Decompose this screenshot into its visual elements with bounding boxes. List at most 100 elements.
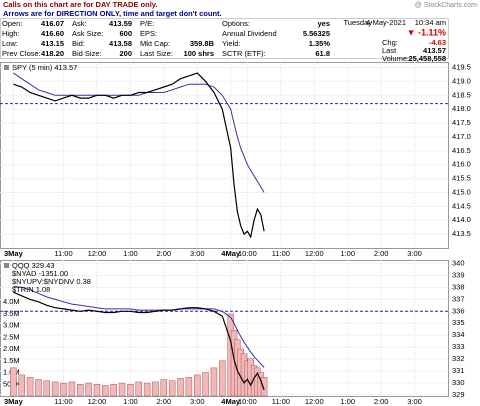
annotation: $NYUPV:$NYDNV 0.38 xyxy=(12,277,91,286)
quote-value: 413.58 xyxy=(109,39,132,48)
y-tick-label: 419.5 xyxy=(452,63,471,72)
quote-value: 25,458,558 xyxy=(408,54,446,63)
quote-value: 200 xyxy=(119,49,132,58)
quote-label: Last xyxy=(382,46,397,55)
x-tick-label: 11:00 xyxy=(272,397,290,406)
x-tick-label: 2:00 xyxy=(157,397,172,406)
quote-value: -4.63 xyxy=(429,38,446,47)
y2-tick-label: 1.5M xyxy=(3,356,20,365)
quote-value: 359.8B xyxy=(190,39,215,48)
volume-bar xyxy=(160,379,168,397)
y-tick-label: 340 xyxy=(452,259,465,268)
quote-label: Bid: xyxy=(72,39,85,48)
y2-tick-label: 3.5M xyxy=(3,309,20,318)
x-tick-label: 2:00 xyxy=(157,249,172,258)
x-tick-label: 3:00 xyxy=(407,249,422,258)
legend-swatch xyxy=(4,65,9,70)
volume-bar xyxy=(194,374,201,397)
y-tick-label: 339 xyxy=(452,270,465,279)
x-tick-label: 4May xyxy=(221,249,241,258)
x-tick-label: 11:00 xyxy=(54,397,72,406)
plot-area xyxy=(0,260,449,397)
volume-bar xyxy=(118,382,126,397)
x-tick-label: 1:00 xyxy=(123,397,138,406)
note: Calls on this chart are for DAY TRADE on… xyxy=(3,0,157,9)
quote-box xyxy=(0,18,449,59)
y-tick-label: 332 xyxy=(452,354,465,363)
x-tick-label: 3:00 xyxy=(407,397,422,406)
quote-value: 1.35% xyxy=(309,39,331,48)
quote-label: Prev Close: xyxy=(2,49,41,58)
volume-bar xyxy=(143,382,151,397)
x-tick-label: 11:00 xyxy=(272,249,290,258)
y-tick-label: 414.0 xyxy=(452,215,471,224)
volume-bar xyxy=(210,367,218,397)
quote-label: Ask Size: xyxy=(72,29,103,38)
y2-tick-label: 2.0M xyxy=(3,344,20,353)
y-tick-label: 335 xyxy=(452,318,465,327)
legend-swatch xyxy=(4,263,9,268)
quote-value: 416.07 xyxy=(41,19,64,28)
date: 10:34 am xyxy=(415,18,446,27)
quote-label: Low: xyxy=(2,39,18,48)
quote-label: Last Size: xyxy=(140,49,173,58)
y-tick-label: 336 xyxy=(452,306,465,315)
x-tick-label: 4May xyxy=(221,397,241,406)
y-tick-label: 330 xyxy=(452,378,465,387)
volume-bar xyxy=(110,384,117,397)
quote-label: Options: xyxy=(222,19,250,28)
volume-bar xyxy=(51,381,59,397)
quote-value: 5.56325 xyxy=(303,29,330,38)
y-tick-label: 413.5 xyxy=(452,229,471,238)
quote-label: Chg: xyxy=(382,38,398,47)
y-tick-label: 416.0 xyxy=(452,160,471,169)
x-tick-label: 1:00 xyxy=(123,249,138,258)
quote-label: High: xyxy=(2,29,20,38)
volume-bar xyxy=(152,381,159,397)
credit: @ StockCharts.com xyxy=(415,2,478,9)
quote-label: Annual Dividend xyxy=(222,29,277,38)
note: Arrows are for DIRECTION ONLY, time and … xyxy=(3,9,222,18)
x-tick-label: 10:00 xyxy=(238,249,257,258)
y-tick-label: 329 xyxy=(452,390,465,399)
volume-bar xyxy=(185,376,193,397)
x-tick-label: 12:00 xyxy=(305,249,324,258)
y-tick-label: 419.0 xyxy=(452,76,471,85)
y-tick-label: 418.0 xyxy=(452,104,471,113)
quote-label: Mkt Cap: xyxy=(140,39,170,48)
y-tick-label: 333 xyxy=(452,342,465,351)
quote-label: P/E: xyxy=(140,19,154,28)
y2-tick-label: 2.5M xyxy=(3,332,20,341)
y-tick-label: 415.5 xyxy=(452,174,471,183)
quote-value: 413.57 xyxy=(423,46,446,55)
quote-label: Bid Size: xyxy=(72,49,102,58)
y-tick-label: 337 xyxy=(452,294,465,303)
annotation: $NYAD -1351.00 xyxy=(12,269,68,278)
volume-bar xyxy=(168,380,176,397)
y-tick-label: 334 xyxy=(452,330,465,339)
quote-value: 61.8 xyxy=(315,49,330,58)
legend-label: QQQ 329.43 xyxy=(12,261,55,270)
y-tick-label: 331 xyxy=(452,366,465,375)
volume-bar xyxy=(35,379,42,397)
volume-bar xyxy=(93,384,101,397)
volume-bar xyxy=(10,367,17,397)
volume-bar xyxy=(26,376,34,397)
quote-value: 413.59 xyxy=(109,19,132,28)
quote-value: 418.20 xyxy=(41,49,64,58)
volume-bar xyxy=(76,384,84,397)
change-pct: ▼ -1.11% xyxy=(407,27,446,37)
y2-tick-label: 3.0M xyxy=(3,321,20,330)
volume-bar xyxy=(177,378,184,397)
quote-label: Yield: xyxy=(222,39,240,48)
y-tick-label: 418.5 xyxy=(452,90,471,99)
annotation: $TRIN 1.08 xyxy=(12,285,50,294)
x-tick-label: 1:00 xyxy=(340,397,355,406)
price-line xyxy=(13,72,265,239)
volume-bar xyxy=(127,384,134,397)
x-tick-label: 2:00 xyxy=(374,397,389,406)
date: Tuesday xyxy=(344,18,373,27)
volume-bar xyxy=(202,372,209,397)
volume-bar xyxy=(260,376,268,397)
